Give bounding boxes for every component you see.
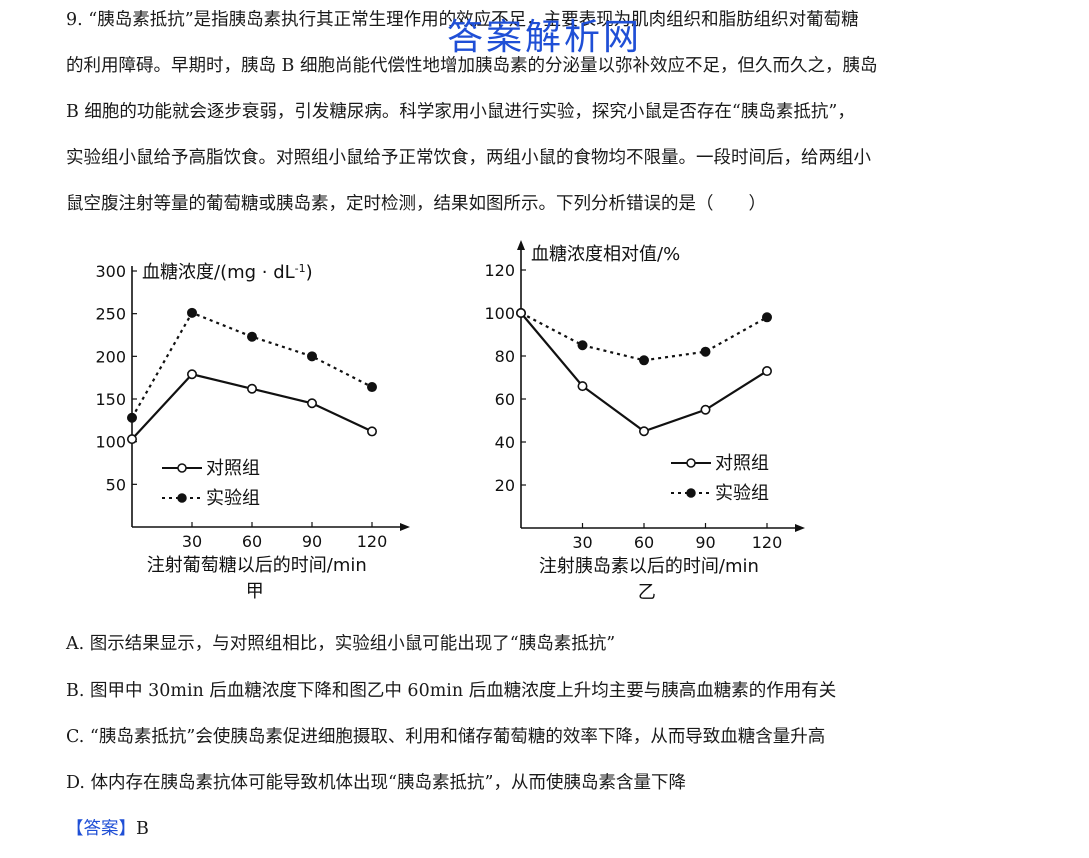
y-axis-title: 血糖浓度/(mg · dL-1) xyxy=(142,262,313,284)
legend-label: 对照组 xyxy=(206,458,260,479)
x-tick-label: 90 xyxy=(302,532,322,551)
option-letter: C. xyxy=(66,727,85,747)
x-tick-label: 30 xyxy=(572,533,592,552)
data-point-control xyxy=(577,381,588,392)
legend-marker xyxy=(686,458,696,468)
data-point-experimental xyxy=(366,382,377,393)
answer-tag: 【答案】 xyxy=(66,819,136,839)
option-letter: D. xyxy=(66,773,85,793)
y-tick-label: 20 xyxy=(495,476,515,495)
data-point-experimental xyxy=(761,312,772,323)
y-tick-label: 80 xyxy=(495,347,515,366)
x-axis-title: 注射胰岛素以后的时间/min xyxy=(539,556,759,577)
data-point-experimental xyxy=(700,346,711,357)
data-point-control xyxy=(515,308,526,319)
option-text: “胰岛素抵抗”会使胰岛素促进细胞摄取、利用和储存葡萄糖的效率下降，从而导致血糖含… xyxy=(89,727,826,747)
data-point-control xyxy=(761,366,772,377)
legend-label: 实验组 xyxy=(715,483,769,504)
data-point-experimental xyxy=(639,355,650,366)
option-text: 图甲中 30min 后血糖浓度下降和图乙中 60min 后血糖浓度上升均主要与胰… xyxy=(90,681,837,701)
data-point-control xyxy=(639,426,650,437)
legend-marker xyxy=(686,488,696,498)
x-tick-label: 120 xyxy=(357,532,388,551)
x-axis-title: 注射葡萄糖以后的时间/min xyxy=(147,555,367,576)
x-tick-label: 120 xyxy=(752,533,783,552)
legend-label: 实验组 xyxy=(206,488,260,509)
x-axis-arrow xyxy=(795,524,805,532)
series-line-experimental xyxy=(520,312,768,362)
option-a[interactable]: A. 图示结果显示，与对照组相比，实验组小鼠可能出现了“胰岛素抵抗” xyxy=(66,630,615,655)
x-tick-label: 30 xyxy=(182,532,202,551)
data-point-control xyxy=(700,404,711,415)
y-tick-label: 200 xyxy=(95,347,126,366)
watermark: 答案解析网 xyxy=(447,17,643,58)
y-tick-label: 50 xyxy=(106,475,126,494)
x-tick-label: 60 xyxy=(634,533,654,552)
question-line: 鼠空腹注射等量的葡萄糖或胰岛素，定时检测，结果如图所示。下列分析错误的是（ ） xyxy=(66,194,766,214)
data-point-experimental xyxy=(307,351,318,362)
panel-label: 乙 xyxy=(638,582,656,603)
data-point-control xyxy=(366,426,377,437)
x-axis-arrow xyxy=(400,523,410,531)
data-point-experimental xyxy=(577,340,588,351)
legend-marker xyxy=(177,493,187,503)
option-letter: B. xyxy=(66,681,85,701)
y-tick-label: 40 xyxy=(495,433,515,452)
question-line: 9. “胰岛素抵抗”是指胰岛素执行其正常生理作用的效应不足，主要表现为肌肉组织和… xyxy=(66,10,859,30)
option-letter: A. xyxy=(66,634,85,654)
question-stem: 9. “胰岛素抵抗”是指胰岛素执行其正常生理作用的效应不足，主要表现为肌肉组织和… xyxy=(66,0,1026,227)
series-line-control xyxy=(520,312,768,433)
y-tick-label: 150 xyxy=(95,390,126,409)
chart-yi: 20 40 60 80 100 120 30 60 90 120 血糖浓度相对值/% 注射胰岛素以后的… xyxy=(484,240,805,603)
option-text: 图示结果显示，与对照组相比，实验组小鼠可能出现了“胰岛素抵抗” xyxy=(89,634,616,654)
data-point-experimental xyxy=(126,412,137,423)
chart-jia: 50 100 150 200 250 300 30 60 90 120 血糖浓度/(mg · dL-… xyxy=(95,262,410,602)
question-line: 的利用障碍。早期时，胰岛 B 细胞尚能代偿性地增加胰岛素的分泌量以弥补效应不足，… xyxy=(66,56,878,76)
x-tick-label: 60 xyxy=(242,532,262,551)
y-axis-arrow xyxy=(517,240,525,250)
y-tick-label: 100 xyxy=(95,433,126,452)
legend-label: 对照组 xyxy=(715,453,769,474)
y-tick-label: 250 xyxy=(95,305,126,324)
series-line-experimental xyxy=(131,311,373,419)
data-point-control xyxy=(247,383,258,394)
y-tick-label: 300 xyxy=(95,262,126,281)
question-line: 实验组小鼠给予高脂饮食。对照组小鼠给予正常饮食，两组小鼠的食物均不限量。一段时间… xyxy=(66,148,871,168)
y-tick-label: 60 xyxy=(495,390,515,409)
option-d[interactable]: D. 体内存在胰岛素抗体可能导致机体出现“胰岛素抵抗”，从而使胰岛素含量下降 xyxy=(66,769,686,794)
x-tick-label: 90 xyxy=(695,533,715,552)
answer: 【答案】B xyxy=(66,815,149,840)
panel-label: 甲 xyxy=(246,581,264,602)
data-point-control xyxy=(307,398,318,409)
answer-value: B xyxy=(136,819,149,839)
question-line: B 细胞的功能就会逐步衰弱，引发糖尿病。科学家用小鼠进行实验，探究小鼠是否存在“… xyxy=(66,102,855,122)
legend-marker xyxy=(177,463,187,473)
y-tick-label: 120 xyxy=(484,261,515,280)
y-tick-label: 100 xyxy=(484,304,515,323)
data-point-control xyxy=(126,434,137,445)
option-c[interactable]: C. “胰岛素抵抗”会使胰岛素促进细胞摄取、利用和储存葡萄糖的效率下降，从而导致… xyxy=(66,723,825,748)
data-point-experimental xyxy=(187,307,198,318)
y-axis-title: 血糖浓度相对值/% xyxy=(531,244,680,265)
data-point-control xyxy=(187,369,198,380)
option-b[interactable]: B. 图甲中 30min 后血糖浓度下降和图乙中 60min 后血糖浓度上升均主… xyxy=(66,677,836,702)
data-point-experimental xyxy=(247,331,258,342)
option-text: 体内存在胰岛素抗体可能导致机体出现“胰岛素抵抗”，从而使胰岛素含量下降 xyxy=(90,773,686,793)
